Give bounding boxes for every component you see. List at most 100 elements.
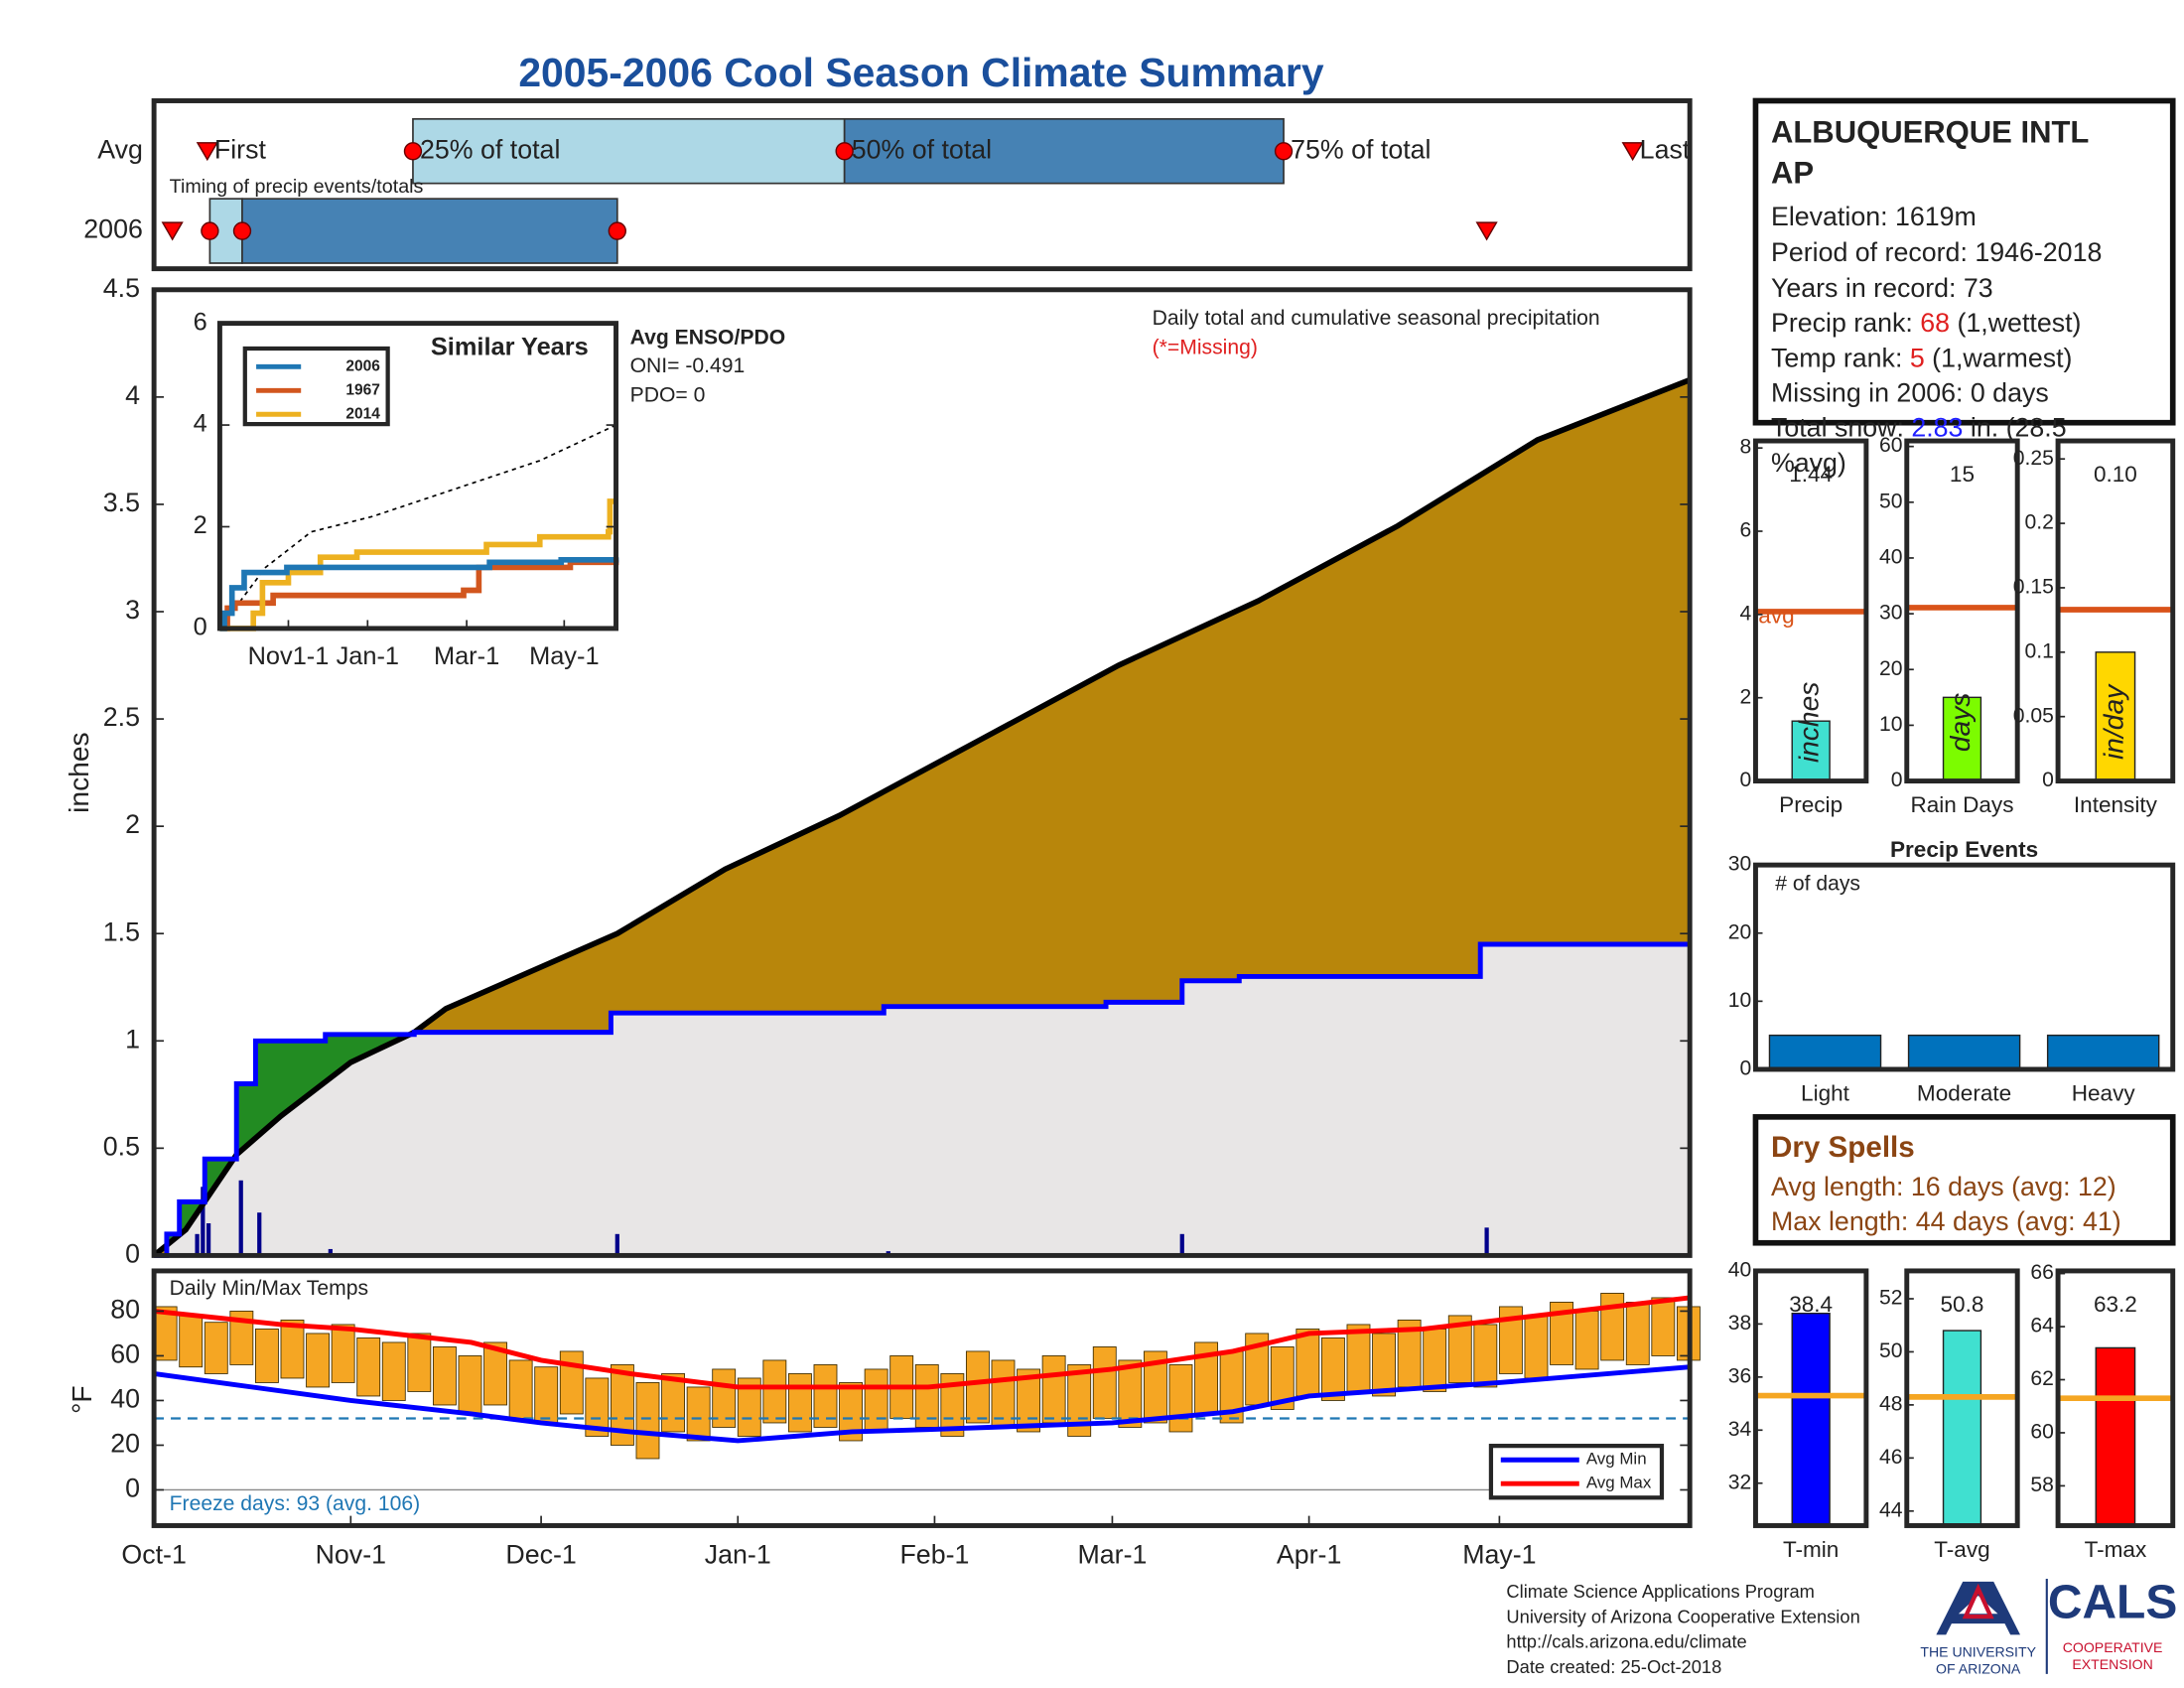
y-tick-label: 0.5 [103, 1131, 140, 1161]
y-tick-label: 6 [1739, 519, 1751, 542]
station-info: Period of record: 1946-2018 [1771, 237, 2102, 267]
plot-frame [151, 98, 1693, 272]
bar [1791, 1312, 1831, 1527]
temp-range-bar [1498, 1306, 1523, 1374]
temp-range-bar [940, 1373, 965, 1437]
y-tick-label: 0 [1739, 769, 1751, 791]
legend-label: 1967 [345, 381, 379, 398]
value-label: 15 [1950, 462, 1975, 487]
temp-range-bar [864, 1368, 888, 1433]
temp-range-bar [1017, 1368, 1040, 1433]
info-note: (1,wettest) [1950, 308, 2081, 338]
y-tick-label: 6 [194, 308, 207, 336]
y-tick-label: 44 [1879, 1498, 1903, 1521]
value-label: 63.2 [2094, 1292, 2137, 1317]
y-tick-label: 8 [1739, 436, 1751, 459]
temp-range-bar [1320, 1337, 1345, 1401]
plot-frame [151, 287, 1693, 1258]
temp-range-bar [254, 1329, 279, 1383]
y-tick-label: 38 [1728, 1312, 1752, 1335]
plot-frame [2055, 438, 2176, 784]
timing-subtitle: Timing of precip events/totals [170, 176, 424, 198]
quantile-marker [835, 142, 854, 161]
x-category-label: Moderate [1917, 1080, 2011, 1105]
panel-title: Precip Events [1890, 837, 2038, 862]
row-label: Avg [97, 134, 143, 164]
daily-bar [257, 1212, 262, 1256]
legend-label: Avg Max [1586, 1474, 1652, 1492]
temp-range-bar [381, 1341, 406, 1401]
x-tick-label: Jan-1 [705, 1540, 771, 1570]
temp-range-bar [1296, 1329, 1320, 1397]
y-tick-label: 46 [1879, 1446, 1903, 1469]
timing-label: 25% of total [420, 134, 560, 164]
daily-bar [1179, 1233, 1184, 1256]
temp-range-bar [534, 1366, 559, 1424]
event-marker [1475, 221, 1498, 241]
timing-label: 75% of total [1291, 134, 1431, 164]
legend-label: Avg Min [1586, 1450, 1647, 1469]
y-tick-label: 20 [1879, 657, 1903, 680]
y-tick-label: 32 [1728, 1471, 1752, 1493]
station-name: ALBUQUERQUE INTL [1771, 115, 2089, 150]
y-tick-label: 0 [125, 1474, 140, 1503]
y-tick-label: 4 [1739, 602, 1751, 625]
y-axis-label: °F [66, 1385, 97, 1413]
footer-line: http://cals.arizona.edu/climate [1506, 1631, 1746, 1652]
y-tick-label: 3 [125, 595, 140, 625]
temp-range-bar [1423, 1329, 1447, 1392]
y-tick-label: 2.5 [103, 702, 140, 732]
annotation: # of days [1775, 872, 1860, 895]
y-tick-label: 62 [2030, 1367, 2054, 1390]
unit-label: days [1944, 693, 1976, 753]
y-tick-label: 40 [1879, 546, 1903, 569]
station-name: AP [1771, 155, 1814, 190]
plot-frame [1904, 438, 2020, 784]
temp-range-bar [737, 1377, 761, 1437]
enso-value: PDO= 0 [630, 384, 706, 407]
temp-range-bar [1473, 1324, 1498, 1388]
y-tick-label: 1 [125, 1024, 140, 1054]
x-tick-label: Oct-1 [121, 1540, 186, 1570]
y-tick-label: 30 [1728, 853, 1752, 876]
y-tick-label: 60 [1879, 434, 1903, 457]
logo-ua-text: THE UNIVERSITY [1920, 1643, 2036, 1659]
y-tick-label: 3.5 [103, 488, 140, 517]
x-category-label: Intensity [2074, 792, 2158, 817]
plot-frame [216, 321, 618, 632]
temp-range-bar [179, 1315, 204, 1368]
quantile-marker [1274, 142, 1294, 161]
legend-box [1488, 1444, 1665, 1500]
bar [1942, 1330, 1982, 1527]
x-tick-label: Feb-1 [899, 1540, 969, 1570]
event-marker [196, 142, 218, 162]
station-info: Elevation: 1619m [1771, 202, 1977, 231]
footer-line: Climate Science Applications Program [1506, 1581, 1815, 1602]
dry-spells-box [1752, 1114, 2176, 1246]
y-tick-label: 4 [125, 380, 140, 410]
bar [2046, 1034, 2160, 1070]
y-tick-label: 60 [110, 1339, 140, 1369]
station-info: %avg) [1771, 448, 1846, 478]
value-label: 0.10 [2094, 462, 2137, 487]
legend-label: 2006 [345, 357, 380, 374]
temp-range-bar [407, 1333, 432, 1392]
x-category-label: Heavy [2072, 1080, 2136, 1105]
plot-frame [1752, 1268, 1869, 1528]
temp-range-bar [610, 1364, 634, 1446]
info-label: Total snow: [1771, 413, 1911, 443]
station-box [1752, 97, 2176, 426]
temp-range-bar [1447, 1315, 1472, 1383]
info-label: Precip rank: [1771, 308, 1920, 338]
temp-range-bar [331, 1324, 355, 1383]
temp-range-bar [1118, 1359, 1143, 1428]
page-title: 2005-2006 Cool Season Climate Summary [518, 50, 1324, 95]
dry-spells-title: Dry Spells [1771, 1131, 1915, 1164]
event-marker [1621, 142, 1644, 162]
y-tick-label: 48 [1879, 1392, 1903, 1415]
observed-area [154, 944, 1691, 1256]
quantile-marker [201, 221, 219, 240]
temp-range-bar [585, 1377, 610, 1437]
x-category-label: T-min [1783, 1537, 1839, 1562]
